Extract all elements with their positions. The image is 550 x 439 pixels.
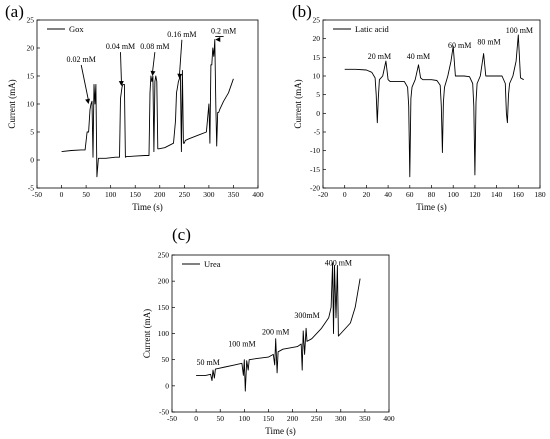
y-tick-label: 15 <box>27 72 35 81</box>
annotation-label: 0.02 mM <box>67 55 96 64</box>
y-tick-label: 50 <box>162 355 170 364</box>
x-tick-label: 150 <box>130 190 142 199</box>
y-tick-label: 250 <box>158 251 170 260</box>
y-tick-label: 20 <box>27 44 35 53</box>
annotation-arrow <box>151 52 156 74</box>
annotation-label: 0.2 mM <box>211 26 236 35</box>
x-tick-label: -50 <box>167 414 177 423</box>
panel-c: (c) -50 0 50 100 150 200 250 300 350 400 -50 0 50 100 1… <box>142 225 395 436</box>
y-tick-label: 10 <box>313 72 321 81</box>
x-tick-label: 400 <box>252 190 264 199</box>
y-tick-label: 5 <box>316 90 320 99</box>
x-tick-label: 40 <box>384 190 392 199</box>
x-tick-label: 350 <box>228 190 240 199</box>
y-tick-label: 0 <box>165 381 169 390</box>
x-tick-label: 0 <box>194 414 198 423</box>
x-tick-label: 180 <box>534 190 546 199</box>
annotation-arrowhead <box>177 73 183 79</box>
x-tick-label: 250 <box>179 190 191 199</box>
series-line <box>61 39 234 178</box>
panel-a: (a)-50 0 50 100 150 200 250 300 350 400-505101520… <box>5 2 264 212</box>
annotation-label: 60 mM <box>448 41 471 50</box>
panel-b: (b)-20 0 20 40 60 80 100 120 140 160 180-20-15-10-… <box>292 2 546 212</box>
y-axis-label: Current (mA) <box>142 309 152 358</box>
annotation-arrow <box>80 64 90 102</box>
annotation-label: 50 mM <box>196 358 219 367</box>
x-tick-label: 160 <box>513 190 525 199</box>
x-tick-label: 300 <box>335 414 347 423</box>
legend-entry: Latic acid <box>355 24 389 34</box>
y-tick-label: 0 <box>30 156 34 165</box>
annotation-label: 100 mM <box>228 340 255 349</box>
annotation-label: 20 mM <box>368 52 391 61</box>
x-tick-label: 0 <box>343 190 347 199</box>
x-tick-label: -50 <box>32 190 42 199</box>
panel-label: (c) <box>172 225 191 244</box>
x-tick-label: 200 <box>154 190 166 199</box>
annotation-arrowhead <box>118 81 124 87</box>
x-tick-label: 80 <box>428 190 436 199</box>
plot-frame <box>322 19 541 189</box>
x-tick-label: 200 <box>287 414 299 423</box>
y-axis-label: Current (mA) <box>7 79 17 128</box>
x-tick-label: 50 <box>216 414 224 423</box>
x-axis-label: Time (s) <box>132 202 162 212</box>
series-line <box>344 34 524 178</box>
annotation-arrow <box>120 52 122 84</box>
x-tick-label: -20 <box>318 190 328 199</box>
legend-entry: Urea <box>204 259 221 269</box>
x-axis-label: Time (s) <box>265 426 295 436</box>
annotation-label: 400 mM <box>325 258 352 267</box>
x-axis-label: Time (s) <box>416 202 446 212</box>
y-tick-label: -5 <box>314 128 320 137</box>
x-tick-label: 60 <box>406 190 414 199</box>
y-tick-label: 0 <box>316 109 320 118</box>
annotation-label: 100 mM <box>506 26 533 35</box>
y-tick-label: 5 <box>30 128 34 137</box>
panel-label: (b) <box>292 2 312 21</box>
x-tick-label: 400 <box>383 414 395 423</box>
annotation-label: 0.08 mM <box>140 42 169 51</box>
y-tick-label: 15 <box>313 53 321 62</box>
panel-label: (a) <box>5 2 24 21</box>
annotation-label: 0.16 mM <box>167 30 196 39</box>
annotation-arrow <box>178 39 183 76</box>
y-tick-label: 25 <box>27 16 35 25</box>
y-tick-label: 20 <box>313 34 321 43</box>
x-tick-label: 0 <box>60 190 64 199</box>
x-tick-label: 100 <box>448 190 460 199</box>
y-tick-label: 25 <box>313 16 321 25</box>
annotation-label: 300mM <box>294 311 319 320</box>
y-axis-label: Current (mA) <box>293 79 303 128</box>
x-tick-label: 150 <box>263 414 275 423</box>
annotation-label: 40 mM <box>407 52 430 61</box>
series-line <box>196 262 361 392</box>
y-tick-label: 200 <box>158 277 170 286</box>
x-tick-label: 100 <box>105 190 117 199</box>
x-tick-label: 350 <box>359 414 371 423</box>
x-tick-label: 100 <box>239 414 251 423</box>
annotation-arrowhead <box>150 70 156 76</box>
y-tick-label: -50 <box>159 408 169 417</box>
annotation-arrowhead <box>215 37 221 43</box>
legend-entry: Gox <box>69 24 84 34</box>
y-tick-label: 150 <box>158 303 170 312</box>
y-tick-label: -5 <box>28 184 34 193</box>
annotation-label: 80 mM <box>477 37 500 46</box>
x-tick-label: 140 <box>491 190 503 199</box>
x-tick-label: 250 <box>311 414 323 423</box>
y-tick-label: -20 <box>310 184 320 193</box>
annotation-label: 0.04 mM <box>106 42 135 51</box>
x-tick-label: 120 <box>469 190 481 199</box>
y-tick-label: 100 <box>158 329 170 338</box>
y-tick-label: 10 <box>27 100 35 109</box>
annotation-arrowhead <box>85 98 91 104</box>
x-tick-label: 50 <box>82 190 90 199</box>
x-tick-label: 300 <box>203 190 215 199</box>
y-tick-label: -10 <box>310 146 320 155</box>
y-tick-label: -15 <box>310 165 320 174</box>
x-tick-label: 20 <box>363 190 371 199</box>
annotation-label: 200 mM <box>262 328 289 337</box>
